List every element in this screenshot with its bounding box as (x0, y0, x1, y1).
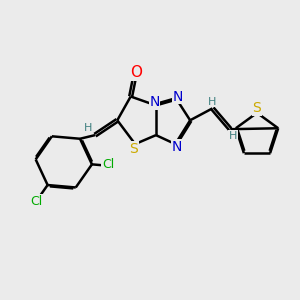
Text: H: H (229, 131, 237, 141)
Text: S: S (253, 101, 261, 116)
Text: S: S (129, 142, 138, 155)
Text: Cl: Cl (30, 195, 42, 208)
Text: H: H (83, 123, 92, 133)
Text: N: N (172, 140, 182, 154)
Text: N: N (173, 89, 183, 103)
Text: N: N (149, 95, 160, 110)
Text: Cl: Cl (102, 158, 114, 171)
Text: H: H (208, 97, 217, 107)
Text: O: O (130, 65, 142, 80)
